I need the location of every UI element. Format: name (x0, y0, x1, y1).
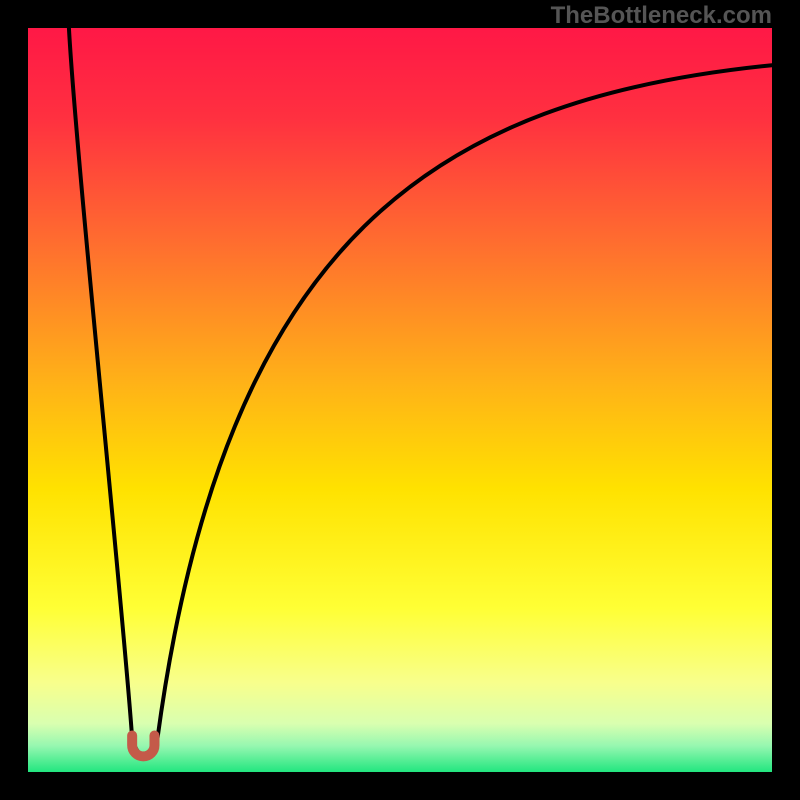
watermark-text: TheBottleneck.com (551, 2, 772, 30)
curve-layer (28, 28, 772, 772)
plot-frame (28, 28, 772, 772)
valley-marker (132, 736, 154, 757)
right-branch (146, 65, 772, 753)
left-branch (69, 28, 141, 753)
chart-stage: TheBottleneck.com (0, 0, 800, 800)
